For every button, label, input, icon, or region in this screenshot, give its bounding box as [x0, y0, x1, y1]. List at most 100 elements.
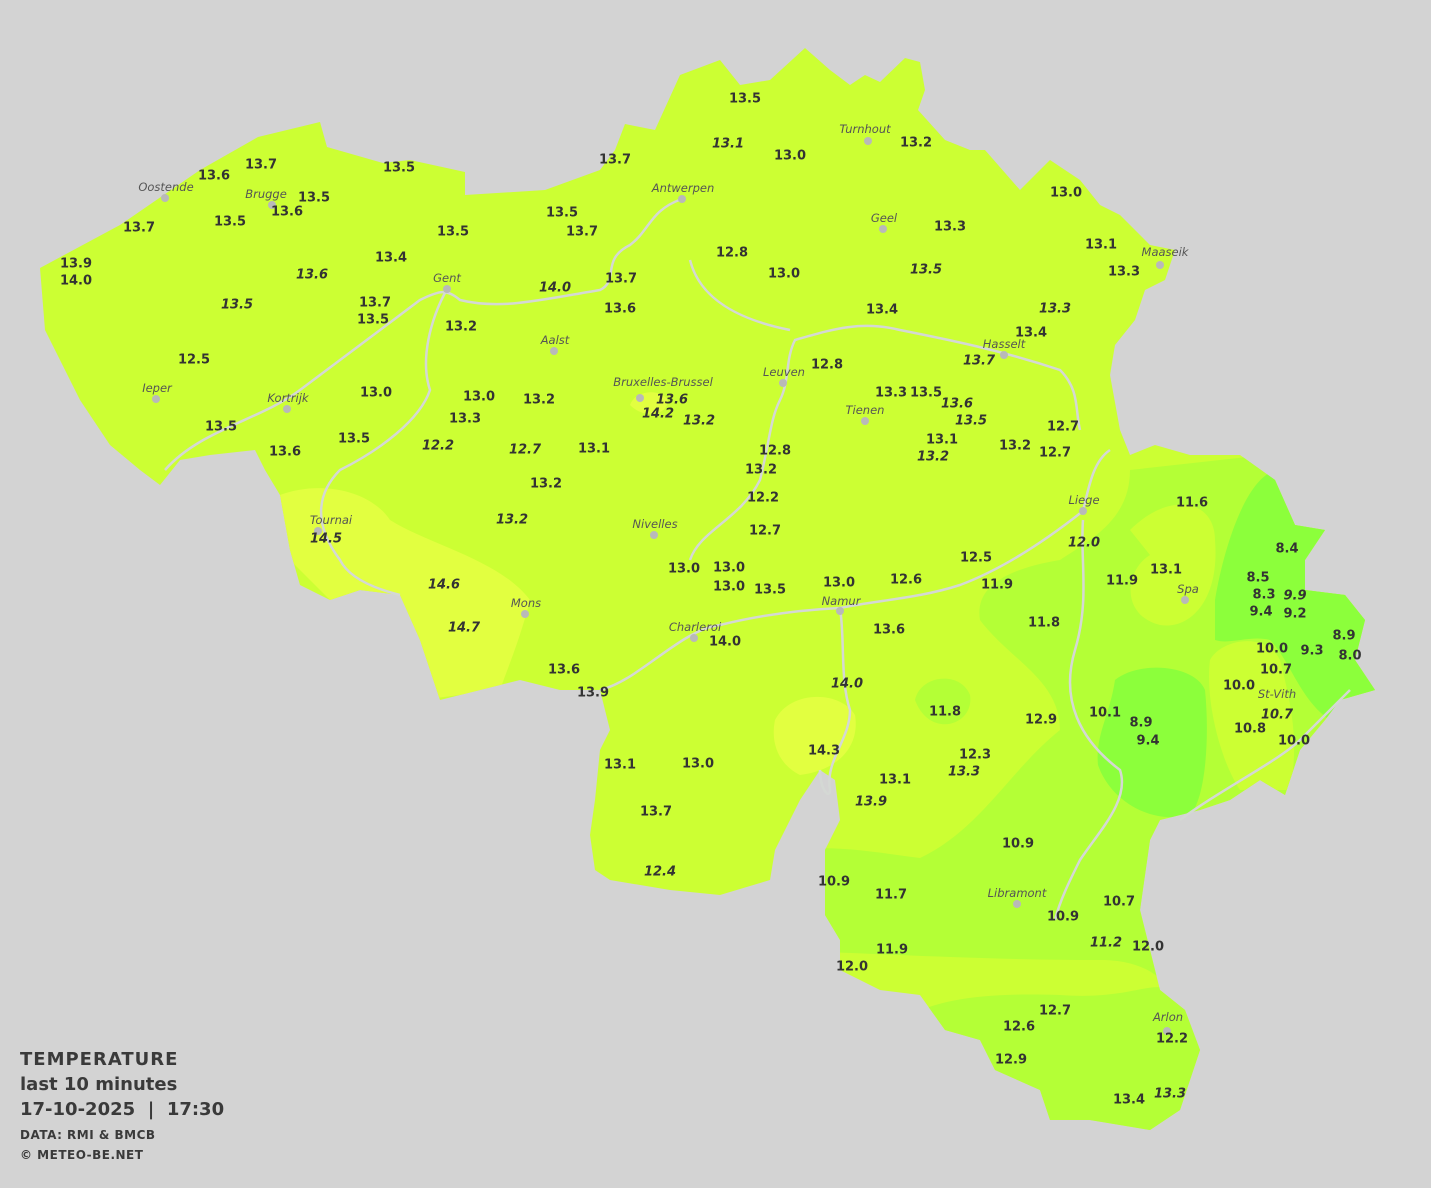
temperature-reading: 13.7 [963, 354, 996, 369]
temperature-reading: 12.7 [1039, 1004, 1071, 1019]
temperature-reading: 11.9 [1106, 574, 1138, 589]
city-namur: Namur [822, 594, 862, 615]
city-label: Brugge [245, 187, 287, 201]
temperature-reading: 11.9 [876, 943, 908, 958]
temperature-reading: 12.5 [960, 551, 992, 566]
temperature-reading: 10.8 [1234, 722, 1266, 737]
city-label: St-Vith [1258, 687, 1296, 701]
city-dot [836, 607, 844, 615]
temperature-reading: 13.3 [449, 412, 481, 427]
city-label: Libramont [988, 886, 1047, 900]
temperature-reading: 13.9 [855, 795, 887, 810]
city-libramont: Libramont [988, 886, 1047, 908]
temperature-reading: 13.0 [768, 267, 800, 282]
city-label: Kortrijk [267, 391, 310, 405]
city-kortrijk: Kortrijk [267, 391, 310, 413]
temperature-reading: 8.5 [1246, 571, 1269, 586]
temperature-readings: 13.5 13.1 13.0 13.2 13.7 13.6 13.5 13.7 13.5 13.6… [60, 92, 1362, 1108]
temperature-reading: 13.5 [221, 298, 253, 313]
city-label: Spa [1177, 582, 1199, 596]
temperature-reading: 12.9 [1025, 713, 1057, 728]
temperature-reading: 13.5 [955, 414, 987, 429]
temperature-reading: 13.1 [879, 773, 911, 788]
city-label: Tournai [310, 513, 353, 527]
city-gent: Gent [433, 271, 461, 293]
map-legend: TEMPERATURE last 10 minutes 17-10-2025 |… [20, 1047, 224, 1165]
temperature-reading: 13.7 [566, 225, 598, 240]
temperature-reading: 13.5 [205, 420, 237, 435]
temperature-reading: 13.4 [1015, 326, 1047, 341]
city-brugge: Brugge [245, 187, 287, 209]
temperature-reading: 13.0 [713, 561, 745, 576]
temperature-reading: 13.5 [910, 263, 942, 278]
temperature-reading: 13.5 [298, 191, 330, 206]
temperature-reading: 13.2 [900, 136, 932, 151]
temperature-reading: 12.7 [1039, 446, 1071, 461]
temperature-reading: 13.6 [604, 302, 636, 317]
temperature-reading: 13.7 [359, 296, 391, 311]
temperature-reading: 13.6 [548, 663, 580, 678]
temperature-reading: 13.0 [1050, 186, 1082, 201]
city-maaseik: Maaseik [1142, 245, 1190, 269]
temperature-reading: 13.3 [948, 765, 980, 780]
city-label: Oostende [138, 180, 193, 194]
temperature-reading: 14.0 [539, 281, 571, 296]
city-label: Mons [511, 596, 541, 610]
temperature-reading: 13.0 [682, 757, 714, 772]
city-label: Antwerpen [651, 181, 715, 195]
river-line [818, 607, 852, 796]
temperature-reading: 13.2 [917, 450, 949, 465]
temperature-reading: 13.5 [338, 432, 370, 447]
city-bruxelles-brussel: Bruxelles-Brussel [613, 375, 714, 402]
river-line [1053, 519, 1124, 921]
temperature-reading: 10.1 [1089, 706, 1121, 721]
temperature-reading: 12.8 [716, 246, 748, 261]
legend-copyright: © METEO-BE.NET [20, 1148, 144, 1162]
temperature-reading: 13.5 [214, 215, 246, 230]
temperature-reading: 13.5 [437, 225, 469, 240]
temperature-reading: 13.4 [1113, 1093, 1145, 1108]
cold-zone-hautes-fagnes [1097, 667, 1207, 818]
temperature-reading: 13.5 [383, 161, 415, 176]
temperature-reading: 13.6 [296, 268, 328, 283]
temperature-reading: 12.0 [836, 960, 868, 975]
river-line [1179, 689, 1351, 822]
temperature-reading: 13.1 [1085, 238, 1117, 253]
temperature-reading: 13.2 [999, 439, 1031, 454]
temperature-reading: 11.7 [875, 888, 907, 903]
temperature-reading: 13.4 [866, 303, 898, 318]
city-dot [1156, 261, 1164, 269]
temperature-reading: 13.2 [445, 320, 477, 335]
city-label: Charleroi [669, 620, 722, 634]
temperature-reading: 12.2 [747, 491, 779, 506]
temperature-reading: 13.1 [712, 137, 744, 152]
legend-date: 17-10-2025 [20, 1099, 136, 1120]
city-markers: Oostende Brugge Antwerpen Turnhout Geel Maase… [138, 122, 1296, 1035]
legend-source: DATA: RMI & BMCB [20, 1128, 156, 1142]
city-st-vith: St-Vith [1258, 687, 1296, 701]
city-dot [650, 531, 658, 539]
temperature-reading: 13.2 [683, 414, 715, 429]
city-label: Ieper [142, 381, 173, 395]
city-dot [1013, 900, 1021, 908]
temperature-reading: 13.0 [360, 386, 392, 401]
temperature-reading: 11.6 [1176, 496, 1208, 511]
temperature-reading: 13.1 [926, 433, 958, 448]
river-line [688, 259, 791, 332]
temperature-reading: 10.7 [1261, 708, 1294, 723]
temperature-reading: 13.7 [640, 805, 672, 820]
city-aalst: Aalst [540, 333, 570, 355]
temperature-reading: 12.9 [995, 1053, 1027, 1068]
temperature-reading: 12.7 [749, 524, 781, 539]
temperature-reading: 8.0 [1338, 649, 1361, 664]
legend-subtitle: last 10 minutes [20, 1074, 178, 1095]
temperature-reading: 12.7 [509, 443, 542, 458]
temperature-reading: 13.5 [910, 386, 942, 401]
city-dot [636, 394, 644, 402]
temperature-reading: 10.7 [1260, 663, 1292, 678]
city-label: Aalst [540, 333, 570, 347]
temperature-reading: 13.9 [60, 257, 92, 272]
city-mons: Mons [511, 596, 541, 618]
